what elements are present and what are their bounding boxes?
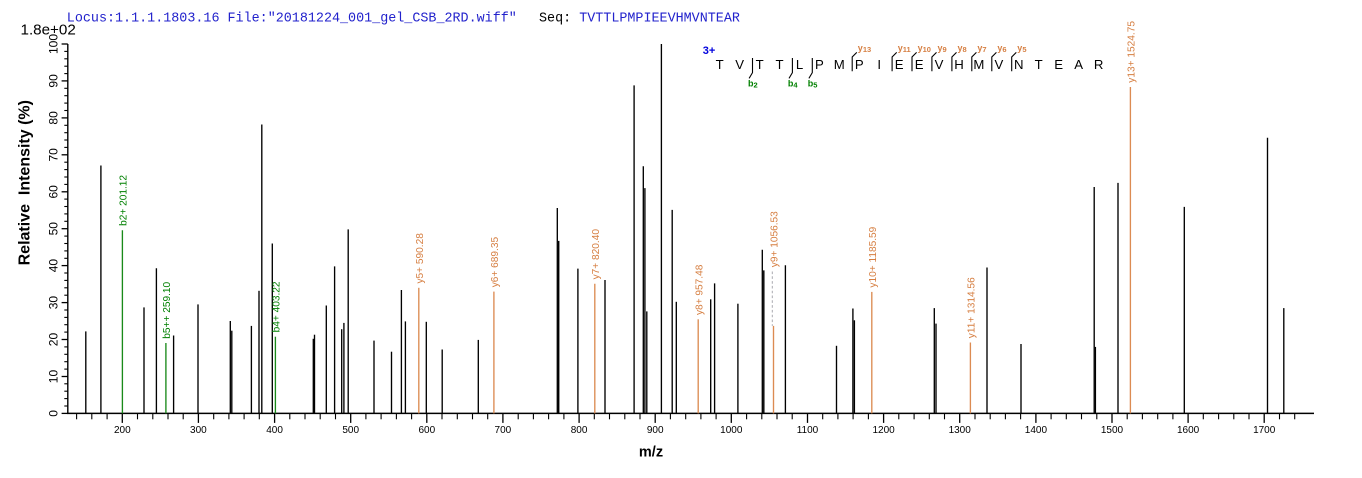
svg-text:y7+ 820.40: y7+ 820.40 bbox=[591, 229, 602, 280]
svg-text:900: 900 bbox=[647, 425, 664, 436]
svg-text:b2: b2 bbox=[748, 79, 758, 90]
svg-text:y5+ 590.28: y5+ 590.28 bbox=[415, 233, 426, 284]
svg-text:b5: b5 bbox=[808, 79, 818, 90]
svg-text:600: 600 bbox=[418, 425, 435, 436]
svg-text:V: V bbox=[995, 57, 1004, 72]
svg-text:b4+ 403.22: b4+ 403.22 bbox=[272, 281, 283, 332]
svg-text:1000: 1000 bbox=[720, 425, 743, 436]
svg-text:30: 30 bbox=[47, 296, 61, 310]
svg-text:y6: y6 bbox=[997, 43, 1006, 54]
svg-text:1500: 1500 bbox=[1101, 425, 1124, 436]
svg-text:y11: y11 bbox=[898, 43, 911, 54]
svg-text:200: 200 bbox=[114, 425, 131, 436]
svg-text:80: 80 bbox=[47, 111, 61, 125]
svg-text:y10+ 1185.59: y10+ 1185.59 bbox=[868, 226, 879, 287]
svg-text:A: A bbox=[1074, 57, 1083, 72]
svg-text:P: P bbox=[855, 57, 864, 72]
svg-text:V: V bbox=[935, 57, 944, 72]
svg-text:y13: y13 bbox=[858, 43, 871, 54]
svg-text:M: M bbox=[973, 57, 984, 72]
svg-text:0: 0 bbox=[47, 410, 61, 417]
svg-text:3+: 3+ bbox=[703, 45, 716, 57]
svg-text:T: T bbox=[716, 57, 724, 72]
svg-text:E: E bbox=[915, 57, 924, 72]
svg-text:60: 60 bbox=[47, 185, 61, 199]
svg-text:500: 500 bbox=[342, 425, 359, 436]
svg-text:H: H bbox=[954, 57, 964, 72]
svg-text:1700: 1700 bbox=[1253, 425, 1276, 436]
svg-text:E: E bbox=[895, 57, 904, 72]
svg-text:V: V bbox=[735, 57, 744, 72]
svg-text:y8: y8 bbox=[958, 43, 967, 54]
svg-text:1.8e+02: 1.8e+02 bbox=[21, 21, 76, 38]
svg-text:1100: 1100 bbox=[797, 425, 819, 436]
svg-text:1600: 1600 bbox=[1177, 425, 1200, 436]
svg-text:20: 20 bbox=[47, 333, 61, 347]
svg-text:L: L bbox=[796, 57, 803, 72]
svg-text:90: 90 bbox=[47, 74, 61, 88]
svg-text:M: M bbox=[834, 57, 845, 72]
svg-text:y6+ 689.35: y6+ 689.35 bbox=[490, 237, 501, 288]
svg-text:70: 70 bbox=[47, 148, 61, 162]
svg-text:Relative Intensity (%): Relative Intensity (%) bbox=[17, 100, 34, 265]
svg-text:I: I bbox=[877, 57, 881, 72]
svg-text:b5++ 259.10: b5++ 259.10 bbox=[162, 281, 173, 338]
svg-text:b2+ 201.12: b2+ 201.12 bbox=[119, 175, 130, 226]
svg-text:R: R bbox=[1094, 57, 1104, 72]
svg-text:y9+ 1056.53: y9+ 1056.53 bbox=[770, 211, 781, 267]
svg-text:1400: 1400 bbox=[1025, 425, 1048, 436]
svg-text:50: 50 bbox=[47, 222, 61, 236]
svg-text:1200: 1200 bbox=[872, 425, 895, 436]
svg-text:T: T bbox=[775, 57, 783, 72]
svg-text:N: N bbox=[1014, 57, 1024, 72]
svg-text:P: P bbox=[815, 57, 824, 72]
svg-text:y11+ 1314.56: y11+ 1314.56 bbox=[967, 277, 978, 338]
svg-text:y5: y5 bbox=[1017, 43, 1026, 54]
svg-text:E: E bbox=[1054, 57, 1063, 72]
svg-text:300: 300 bbox=[190, 425, 207, 436]
svg-text:y9: y9 bbox=[938, 43, 947, 54]
svg-text:700: 700 bbox=[495, 425, 512, 436]
svg-text:T: T bbox=[756, 57, 764, 72]
svg-text:1300: 1300 bbox=[949, 425, 972, 436]
svg-text:Seq: TVTTLPMPIEEVHMVNTEAR: Seq: TVTTLPMPIEEVHMVNTEAR bbox=[539, 12, 740, 27]
svg-text:y13+ 1524.75: y13+ 1524.75 bbox=[1127, 21, 1138, 83]
svg-text:T: T bbox=[1035, 57, 1043, 72]
svg-text:40: 40 bbox=[47, 259, 61, 273]
svg-text:400: 400 bbox=[266, 425, 283, 436]
svg-text:m/z: m/z bbox=[639, 444, 663, 460]
svg-text:100: 100 bbox=[47, 34, 61, 54]
svg-text:b4: b4 bbox=[788, 79, 799, 90]
svg-text:y7: y7 bbox=[977, 43, 986, 54]
svg-text:y10: y10 bbox=[918, 43, 931, 54]
svg-text:800: 800 bbox=[571, 425, 588, 436]
svg-text:Locus:1.1.1.1803.16 File:"2018: Locus:1.1.1.1803.16 File:"20181224_001_g… bbox=[67, 12, 517, 27]
svg-text:y8+ 957.48: y8+ 957.48 bbox=[694, 264, 705, 315]
svg-text:10: 10 bbox=[47, 370, 61, 384]
